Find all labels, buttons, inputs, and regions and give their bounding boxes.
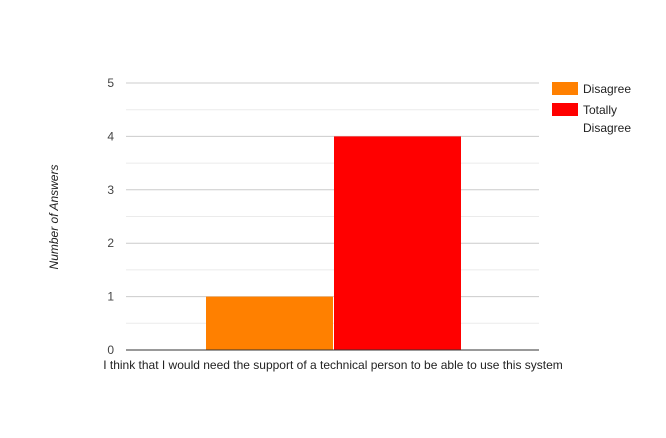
y-axis-title: Number of Answers (47, 165, 61, 270)
bars (206, 136, 461, 350)
bar-totally-disagree (334, 136, 461, 350)
y-tick-label: 0 (107, 343, 114, 357)
legend: Disagree Totally Disagree (552, 82, 631, 135)
bar-disagree (206, 296, 333, 350)
y-tick-label: 2 (107, 236, 114, 250)
y-tick-label: 5 (107, 76, 114, 90)
y-tick-label: 3 (107, 183, 114, 197)
y-tick-labels: 0 1 2 3 4 5 (107, 76, 114, 357)
legend-label: Totally Disagree (583, 103, 631, 135)
legend-label: Disagree (583, 82, 631, 96)
legend-swatch (552, 103, 578, 116)
gridlines (126, 82, 539, 324)
y-tick-label: 1 (107, 290, 114, 304)
x-category-label: I think that I would need the support of… (103, 358, 563, 372)
y-tick-label: 4 (107, 129, 114, 143)
legend-swatch (552, 82, 578, 95)
